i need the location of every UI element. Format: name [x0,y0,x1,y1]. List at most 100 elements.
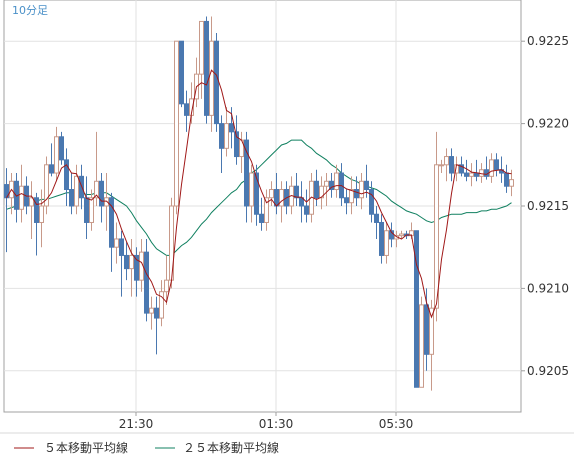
candle-body [199,20,204,75]
candle [354,176,359,206]
candle-body [224,123,229,149]
candle-body [29,197,34,207]
x-tick-label: 05:30 [379,417,414,431]
candle-body [504,172,509,187]
candle-body [84,197,89,223]
candle [64,148,69,206]
candle-body [389,230,394,240]
candle-body [359,180,364,199]
candle-body [39,205,44,223]
candle [29,181,34,239]
candle-body [444,156,449,166]
candle [269,181,274,206]
y-tick-label: 0.9205 [527,364,569,378]
candle [264,189,269,231]
candle [279,181,284,223]
candle [154,296,159,355]
ma5-line-layer [6,69,512,319]
candle-body [459,164,464,174]
candle [134,247,139,297]
candle [494,153,499,177]
candle [384,222,389,264]
candle [434,131,439,322]
candle-body [99,180,104,207]
candle-body [384,230,389,256]
candle [34,192,39,256]
candle-body [74,175,79,207]
candle [359,173,364,210]
candle-body [304,205,309,215]
candle-body [69,189,74,207]
x-tick-label: 21:30 [119,417,154,431]
candle [74,164,79,215]
candle-body [264,197,269,223]
candle [124,242,129,281]
candle [219,115,224,174]
ma5-line [6,69,512,319]
candle [129,238,134,297]
y-tick-label: 0.9225 [527,34,569,48]
candle [244,131,249,223]
candle-body [159,291,164,319]
candle-body [419,304,424,388]
candle [369,181,374,223]
candle-body [489,159,494,177]
candle [119,230,124,297]
candle-body [149,307,154,314]
candle-body [64,159,69,191]
candle-body [319,185,324,199]
candle [94,131,99,206]
candle-body [54,136,59,174]
candle-body [209,40,214,116]
y-axis-ticks: 0.9205 0.9210 0.9215 0.9220 0.9225 [521,34,569,378]
candle-body [124,254,129,270]
candle-body [259,213,264,223]
candle-body [374,213,379,223]
candle-body [129,254,134,270]
candle-body [244,139,249,207]
candle [144,238,149,322]
candle-body [429,307,434,355]
ma25-line [6,139,512,256]
candle [319,176,324,210]
candle [199,20,204,99]
candle-body [249,172,254,207]
candle-body [334,172,339,191]
candle [464,159,469,182]
candle-body [34,197,39,223]
candle-body [434,164,439,309]
candle-body [154,307,159,319]
legend-ma25-label: ２５本移動平均線 [183,440,279,455]
candle-body [254,172,259,215]
candle [99,173,104,223]
legend: ５本移動平均線 ２５本移動平均線 [14,440,279,455]
candle [179,40,184,108]
candle-body [379,221,384,256]
candle [294,173,299,206]
x-tick-label: 01:30 [259,417,294,431]
candle [164,255,169,305]
candle [249,164,254,223]
candle [174,40,179,215]
candle-body [49,164,54,174]
candle [54,126,59,182]
candle-body [104,197,109,207]
candle-body [184,103,189,116]
candle-body [234,131,239,158]
candle [324,173,329,206]
candle [39,189,44,248]
candle [169,197,174,289]
candle-body [164,279,169,293]
candle-body [314,180,319,199]
candle-body [94,180,99,199]
candle-body [89,197,94,223]
candle [379,214,384,264]
y-tick-label: 0.9220 [527,117,569,131]
candle [314,169,319,206]
candle-body [474,172,479,177]
candle-body [354,189,359,199]
candle-body [469,172,474,177]
candle [89,189,94,231]
candle-body [179,40,184,105]
